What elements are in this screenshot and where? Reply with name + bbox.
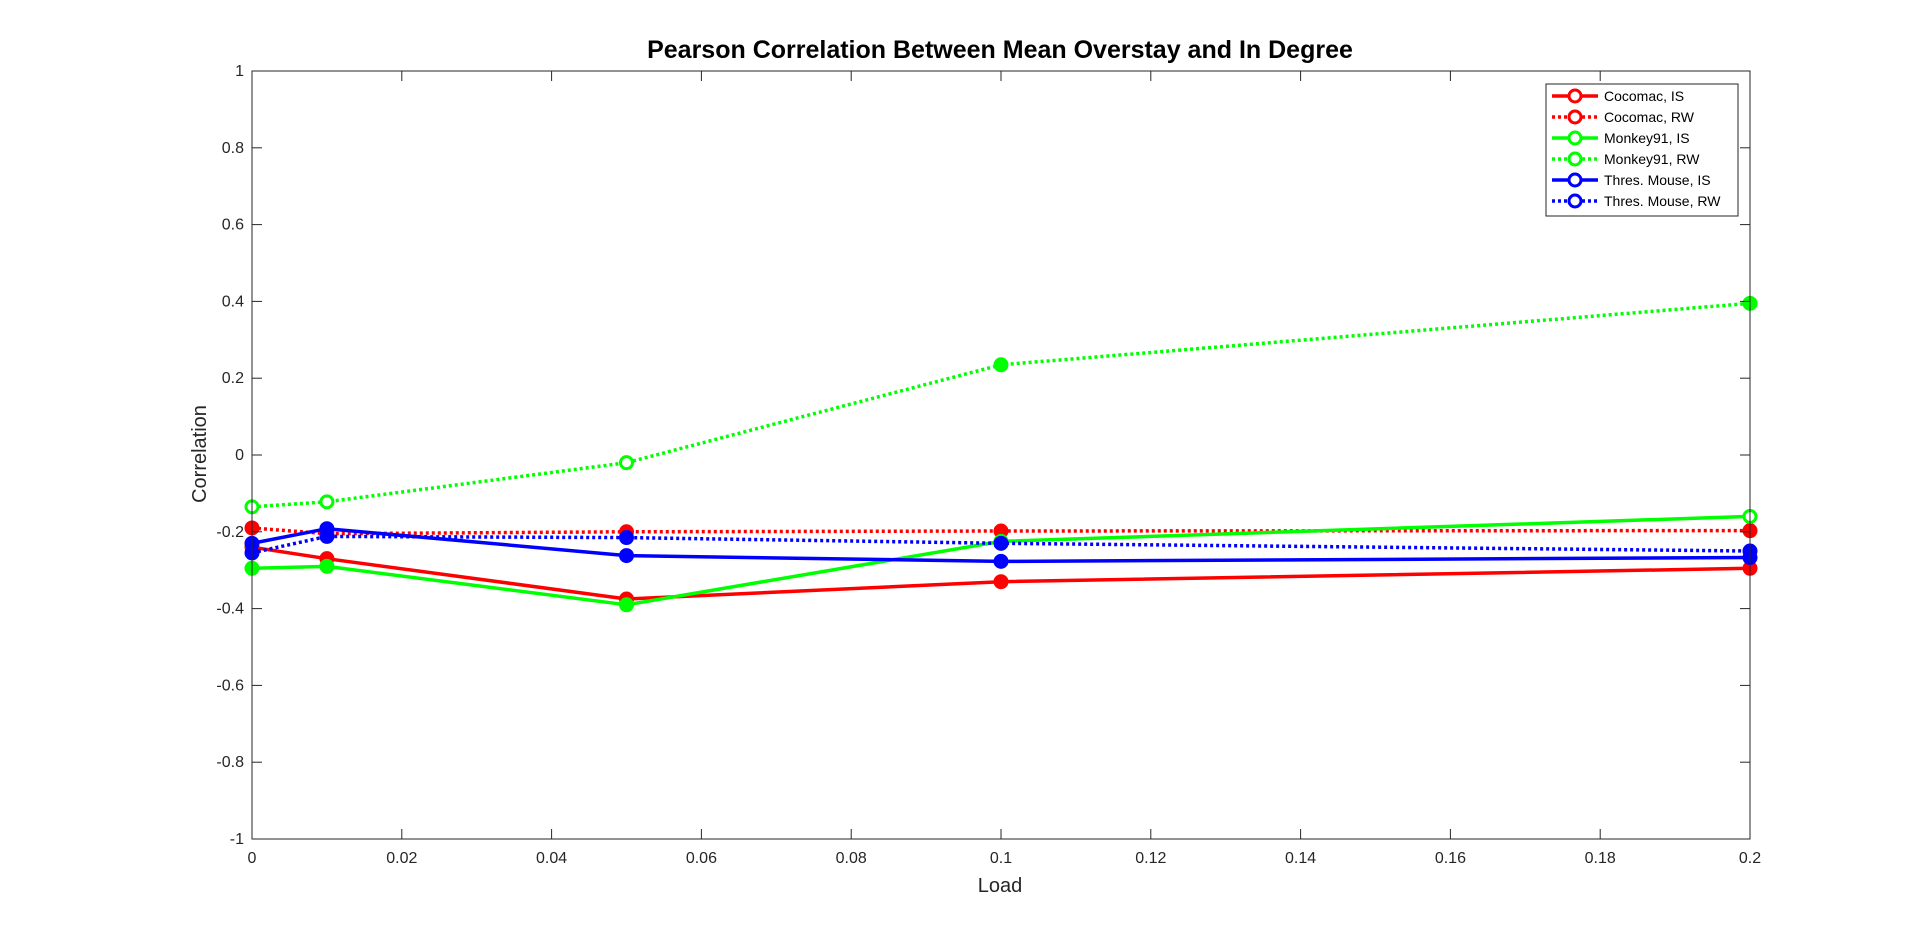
x-tick-label: 0.12 (1135, 850, 1166, 867)
y-tick-label: 0.2 (222, 370, 244, 387)
y-tick-label: -0.8 (216, 754, 244, 771)
y-tick-label: 1 (235, 63, 244, 80)
x-tick-label: 0.06 (686, 850, 717, 867)
axes-layer: 0 0.02 0.04 0.06 0.08 0.1 0.12 0.14 0.16 0.18 0.2 -… (216, 63, 1761, 867)
data-point (619, 548, 634, 564)
y-tick-label: 0 (235, 447, 244, 464)
legend-label: Cocomac, IS (1604, 88, 1684, 104)
data-point (993, 535, 1009, 551)
chart-title: Pearson Correlation Between Mean Oversta… (647, 36, 1353, 64)
y-tick-label: 0.4 (222, 293, 244, 310)
legend-label: Monkey91, RW (1604, 151, 1700, 167)
x-tick-label: 0.08 (836, 850, 867, 867)
x-tick-label: 0.14 (1285, 850, 1316, 867)
data-point (993, 357, 1009, 373)
y-tick-label: -1 (230, 831, 244, 848)
x-tick-label: 0 (248, 850, 257, 867)
x-tick-label: 0.2 (1739, 850, 1761, 867)
legend-label: Thres. Mouse, RW (1604, 193, 1721, 209)
series-3 (244, 295, 1758, 515)
legend-marker (1567, 193, 1583, 209)
x-tick-label: 0.1 (990, 850, 1012, 867)
legend-marker (1567, 151, 1583, 167)
y-axis-label: Correlation (189, 405, 211, 503)
data-point (993, 553, 1009, 569)
legend-label: Monkey91, IS (1604, 130, 1690, 146)
y-tick-label: 0.6 (222, 217, 244, 234)
data-point (319, 528, 335, 544)
data-point (319, 494, 335, 510)
plot-area (252, 71, 1750, 839)
x-tick-label: 0.02 (386, 850, 417, 867)
y-tick-label: -0.4 (216, 601, 244, 618)
data-point (319, 558, 335, 574)
series-line (251, 301, 1751, 509)
y-tick-label: -0.2 (216, 524, 244, 541)
legend-label: Cocomac, RW (1604, 109, 1695, 125)
legend-marker (1567, 109, 1583, 125)
y-tick-label: 0.8 (222, 140, 244, 157)
legend-label: Thres. Mouse, IS (1604, 172, 1711, 188)
legend-marker (1567, 130, 1583, 146)
data-point (993, 574, 1009, 590)
legend-marker (1567, 88, 1583, 104)
x-tick-label: 0.04 (536, 850, 567, 867)
data-point (619, 597, 634, 613)
legend-marker (1567, 172, 1583, 188)
data-point (619, 455, 634, 471)
legend: Cocomac, IS Cocomac, RW Monkey91, IS Monkey… (1545, 83, 1739, 217)
x-tick-label: 0.18 (1585, 850, 1616, 867)
x-tick-label: 0.16 (1435, 850, 1466, 867)
legend-box (1545, 83, 1739, 217)
x-axis-label: Load (978, 875, 1023, 897)
data-point (619, 530, 634, 546)
y-tick-label: -0.6 (216, 677, 244, 694)
